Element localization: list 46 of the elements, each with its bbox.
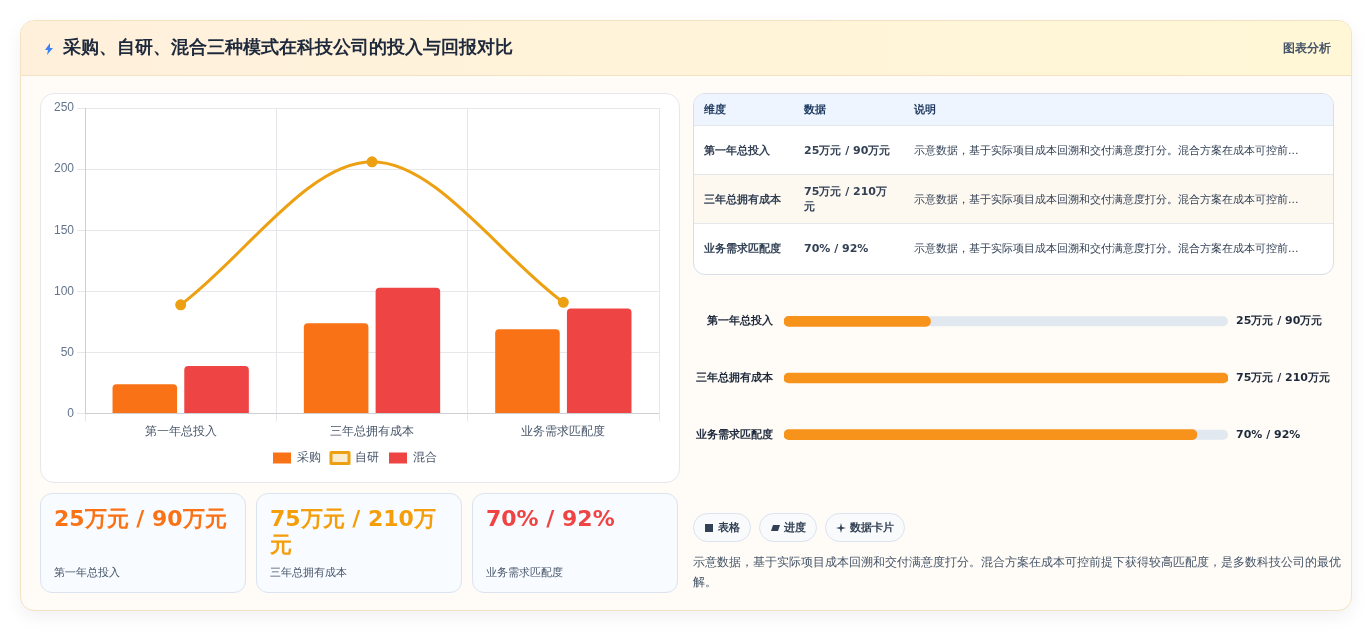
category-label: 数据: [794, 94, 904, 126]
legend-label: 自研: [355, 450, 379, 465]
y-tick-label: 第一年总投入: [706, 314, 774, 328]
category-label: 业务需求匹配度: [486, 565, 563, 580]
legend-label: 混合: [413, 450, 437, 465]
category-label: 三年总拥有成本: [270, 565, 347, 580]
y-tick-label: 150: [53, 222, 75, 237]
bar: [112, 384, 178, 414]
text: 75万元 / 210万元: [1236, 370, 1330, 384]
text: 25万元 / 90万元: [1236, 314, 1323, 328]
category-label: 维度: [694, 94, 794, 126]
text: 70% / 92%: [486, 506, 616, 532]
point: [366, 156, 378, 168]
text: 70% / 92%: [1236, 427, 1301, 441]
text: 25万元 / 90万元: [54, 506, 228, 532]
bar: [495, 329, 560, 414]
category-label: 表格: [693, 513, 751, 542]
bar: [184, 365, 249, 414]
point: [557, 296, 569, 308]
text: 25万元 / 90万元: [794, 125, 904, 175]
y-tick-label: 三年总拥有成本: [696, 371, 774, 384]
text: 示意数据，基于实际项目成本回溯和交付满意度打分。混合方案在成本可控前提下获得较高匹配度，是多数科技公司的最优解。: [693, 554, 1342, 591]
bar: [303, 323, 369, 414]
y-tick-label: 50: [60, 344, 75, 359]
text: 示意数据，基于实际项目成本回溯和交付满意度打分。混合方案在成本可控前...: [904, 223, 1333, 272]
y-tick-label: 100: [53, 283, 75, 298]
category-label: 进度: [759, 513, 817, 542]
y-tick-label: 200: [53, 161, 75, 176]
y-tick-label: 250: [53, 100, 75, 115]
text: 示意数据，基于实际项目成本回溯和交付满意度打分。混合方案在成本可控前...: [904, 174, 1333, 224]
x-tick-label: 第一年总投入: [144, 424, 217, 439]
text: 75万元 / 210万元: [794, 174, 904, 224]
legend-label: 采购: [297, 450, 321, 465]
y-tick-label: 0: [67, 405, 75, 420]
x-tick-label: 业务需求匹配度: [521, 424, 606, 439]
category-label: 说明: [904, 94, 1333, 126]
bar: [566, 308, 632, 414]
category-label: 数据卡片: [825, 513, 905, 542]
text: 70% / 92%: [794, 223, 904, 272]
x-tick-label: 三年总拥有成本: [330, 424, 415, 439]
chart-title: 采购、自研、混合三种模式在科技公司的投入与回报对比: [63, 35, 513, 59]
bar: [375, 287, 441, 414]
point: [175, 299, 187, 311]
text: 75万元 / 210万元: [270, 506, 437, 558]
text: 图表分析: [1283, 40, 1331, 57]
text: 示意数据，基于实际项目成本回溯和交付满意度打分。混合方案在成本可控前...: [904, 125, 1333, 175]
